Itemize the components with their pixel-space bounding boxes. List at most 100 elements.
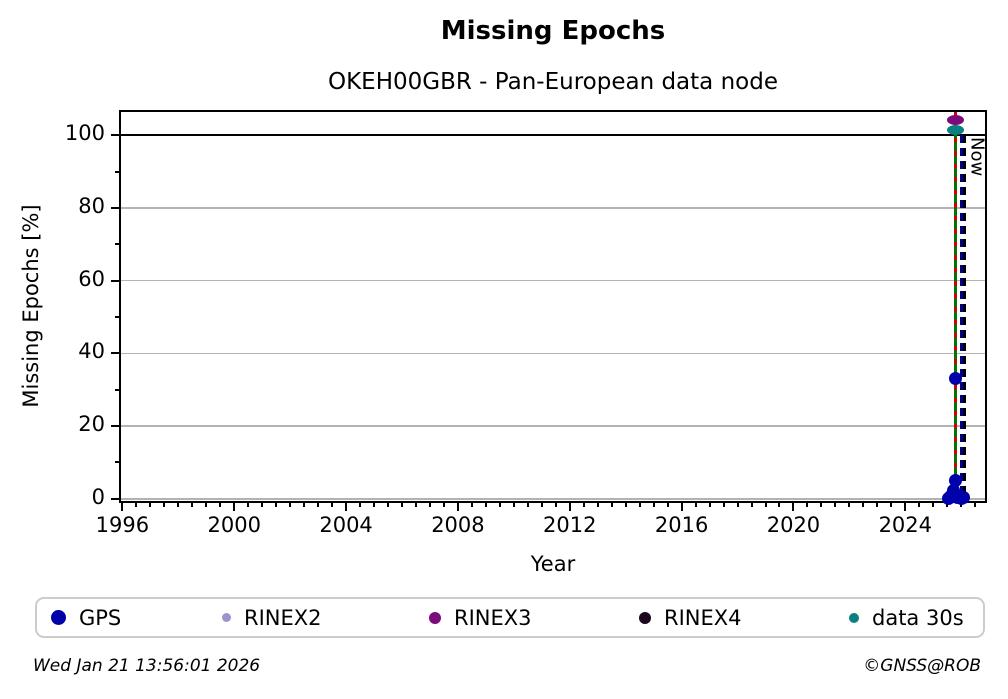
y-tick-label: 20 <box>78 412 105 437</box>
x-minor-tick <box>596 503 599 507</box>
x-minor-tick <box>624 503 627 507</box>
x-minor-tick <box>540 503 543 507</box>
legend-marker-icon <box>849 612 859 623</box>
x-minor-tick <box>359 503 362 507</box>
legend-label: data 30s <box>872 605 964 630</box>
x-minor-tick <box>428 503 431 507</box>
legend-item-gps: GPS <box>51 599 121 636</box>
y-major-tick <box>111 497 119 500</box>
chart-title: Missing Epochs <box>440 16 666 46</box>
y-tick-label: 40 <box>78 339 105 364</box>
y-major-tick <box>111 206 119 209</box>
y-major-tick <box>111 425 119 428</box>
timestamp: Wed Jan 21 13:56:01 2026 <box>33 656 261 676</box>
x-major-tick <box>121 503 124 511</box>
x-minor-tick <box>554 503 557 507</box>
x-minor-tick <box>638 503 641 507</box>
x-tick-label: 2020 <box>766 513 821 537</box>
x-tick-label: 2004 <box>319 513 373 537</box>
x-minor-tick <box>442 503 445 507</box>
x-tick-label: 2000 <box>207 513 261 537</box>
x-minor-tick <box>219 503 222 507</box>
x-minor-tick <box>582 503 585 507</box>
legend-marker-icon <box>222 613 231 622</box>
y-minor-tick <box>115 388 119 391</box>
legend-label: GPS <box>79 605 122 630</box>
data-point-data-30s <box>946 125 964 136</box>
legend: GPS RINEX2 RINEX3 RINEX4 data 30s <box>35 597 985 638</box>
x-minor-tick <box>303 503 306 507</box>
x-minor-tick <box>652 503 655 507</box>
x-minor-tick <box>289 503 292 507</box>
x-major-tick <box>345 503 348 511</box>
data-point-rinex3 <box>946 114 964 125</box>
y-major-tick <box>111 279 119 282</box>
x-minor-tick <box>610 503 613 507</box>
legend-label: RINEX4 <box>664 605 742 630</box>
x-minor-tick <box>261 503 264 507</box>
y-tick-label: 80 <box>78 193 105 218</box>
x-minor-tick <box>722 503 725 507</box>
x-minor-tick <box>946 503 949 507</box>
credit: ©GNSS@ROB <box>863 656 981 676</box>
x-minor-tick <box>247 503 250 507</box>
legend-marker-icon <box>429 611 441 624</box>
legend-item-rinex3: RINEX3 <box>429 599 532 636</box>
x-minor-tick <box>387 503 390 507</box>
x-major-tick <box>456 503 459 511</box>
x-tick-label: 1996 <box>95 513 150 537</box>
x-minor-tick <box>191 503 194 507</box>
x-minor-tick <box>666 503 669 507</box>
legend-marker-icon <box>51 610 66 625</box>
100-percent-reference-line <box>121 134 985 137</box>
x-minor-tick <box>736 503 739 507</box>
x-minor-tick <box>317 503 320 507</box>
y-minor-tick <box>115 243 119 246</box>
x-minor-tick <box>918 503 921 507</box>
y-axis-label: Missing Epochs [%] <box>19 204 43 408</box>
x-minor-tick <box>848 503 851 507</box>
data-point-gps <box>949 372 963 386</box>
y-tick-label: 100 <box>64 121 105 146</box>
x-minor-tick <box>135 503 138 507</box>
x-minor-tick <box>275 503 278 507</box>
y-tick-label: 60 <box>78 266 105 291</box>
x-major-tick <box>904 503 907 511</box>
now-annotation: Now <box>966 137 988 177</box>
x-major-tick <box>680 503 683 511</box>
x-minor-tick <box>205 503 208 507</box>
x-minor-tick <box>806 503 809 507</box>
y-gridline <box>121 279 985 282</box>
y-gridline <box>121 498 985 500</box>
x-minor-tick <box>890 503 893 507</box>
y-gridline <box>121 207 985 209</box>
x-minor-tick <box>512 503 515 507</box>
x-minor-tick <box>373 503 376 507</box>
legend-item-rinex4: RINEX4 <box>639 599 742 636</box>
x-minor-tick <box>932 503 935 507</box>
y-minor-tick <box>115 170 119 173</box>
legend-marker-icon <box>639 611 651 624</box>
x-tick-label: 2008 <box>431 513 485 537</box>
x-minor-tick <box>331 503 334 507</box>
y-major-tick <box>111 134 119 137</box>
legend-label: RINEX3 <box>454 605 532 630</box>
x-minor-tick <box>862 503 865 507</box>
latest-data-line-red-dashes <box>953 112 957 501</box>
y-major-tick <box>111 352 119 355</box>
y-minor-tick <box>115 461 119 464</box>
x-minor-tick <box>820 503 823 507</box>
x-minor-tick <box>177 503 180 507</box>
plot-area <box>119 110 987 503</box>
x-minor-tick <box>498 503 501 507</box>
x-axis-label: Year <box>530 552 576 576</box>
y-gridline <box>121 425 985 427</box>
legend-item-data-30s: data 30s <box>849 599 964 636</box>
x-minor-tick <box>414 503 417 507</box>
now-line-black <box>963 135 967 499</box>
x-minor-tick <box>401 503 403 507</box>
now-line-blue <box>960 135 964 499</box>
y-gridline <box>121 352 985 355</box>
x-tick-label: 2024 <box>878 513 933 537</box>
